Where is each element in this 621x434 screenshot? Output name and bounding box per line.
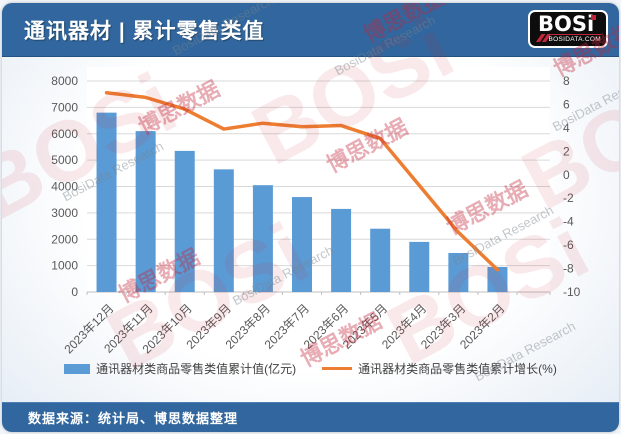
legend-item-bar: 通讯器材类商品零售类值累计值(亿元) [64, 360, 296, 377]
bar [213, 169, 234, 292]
page-title: 通讯器材 | 累计零售类值 [24, 19, 265, 43]
chart-area: 0 1000 2000 3000 4000 5000 6000 7000 8000 -10 -8 -6… [2, 57, 619, 403]
bar [174, 150, 195, 292]
bosi-logo-text: BOSi [538, 12, 595, 36]
legend-line-label: 通讯器材类商品零售类值累计增长(%) [358, 362, 557, 376]
bosi-logo: BOSi BOSIDATA.COM [528, 10, 608, 48]
legend: 通讯器材类商品零售类值累计值(亿元) 通讯器材类商品零售类值累计增长(%) [2, 360, 619, 377]
logo-dot-icon [591, 15, 596, 20]
right-axis-tick: -6 [563, 238, 574, 252]
growth-line [104, 90, 500, 272]
right-axis-tick: 6 [563, 97, 570, 111]
legend-bar-label: 通讯器材类商品零售类值累计值(亿元) [96, 362, 297, 376]
right-axis-tick: 0 [563, 168, 570, 182]
bar [448, 252, 469, 292]
right-axis-tick: 8 [563, 74, 570, 88]
bar [252, 185, 273, 292]
left-axis-tick: 3000 [51, 206, 78, 220]
left-axis-tick: 7000 [51, 100, 78, 114]
bar-swatch-icon [64, 363, 91, 374]
logo-site-url: BOSIDATA.COM [548, 34, 601, 43]
left-axis-tick: 2000 [51, 232, 78, 246]
bar [135, 131, 156, 292]
line-swatch-icon [322, 367, 353, 370]
right-axis-tick: -2 [563, 191, 574, 205]
data-source-note: 数据来源：统计局、博思数据整理 [28, 411, 239, 426]
left-axis-tick: 5000 [51, 153, 78, 167]
right-axis-tick: -4 [563, 215, 574, 229]
bar [331, 208, 352, 292]
combo-chart: 0 1000 2000 3000 4000 5000 6000 7000 8000 -10 -8 -6… [51, 67, 581, 356]
left-axis-tick: 8000 [51, 74, 78, 88]
right-axis-tick: 4 [563, 121, 570, 135]
right-axis-tick: -8 [563, 262, 574, 276]
left-axis-tick: 4000 [51, 180, 78, 194]
left-axis-tick: 6000 [51, 127, 78, 141]
chart-card: 通讯器材 | 累计零售类值 BOSi BOSIDATA.COM 0 1000 200… [2, 3, 619, 432]
bar [96, 112, 117, 293]
bar [487, 266, 508, 292]
right-axis-tick: 2 [563, 144, 570, 158]
bar [370, 228, 391, 292]
legend-item-line: 通讯器材类商品零售类值累计增长(%) [322, 360, 557, 377]
bar [409, 241, 430, 292]
left-axis-tick: 1000 [51, 259, 78, 273]
right-axis-tick: -10 [563, 285, 581, 299]
bar [292, 197, 312, 292]
header-bar: 通讯器材 | 累计零售类值 BOSi BOSIDATA.COM [2, 3, 619, 57]
left-axis-tick: 0 [71, 285, 78, 299]
footer-bar: 数据来源：统计局、博思数据整理 [2, 402, 619, 432]
